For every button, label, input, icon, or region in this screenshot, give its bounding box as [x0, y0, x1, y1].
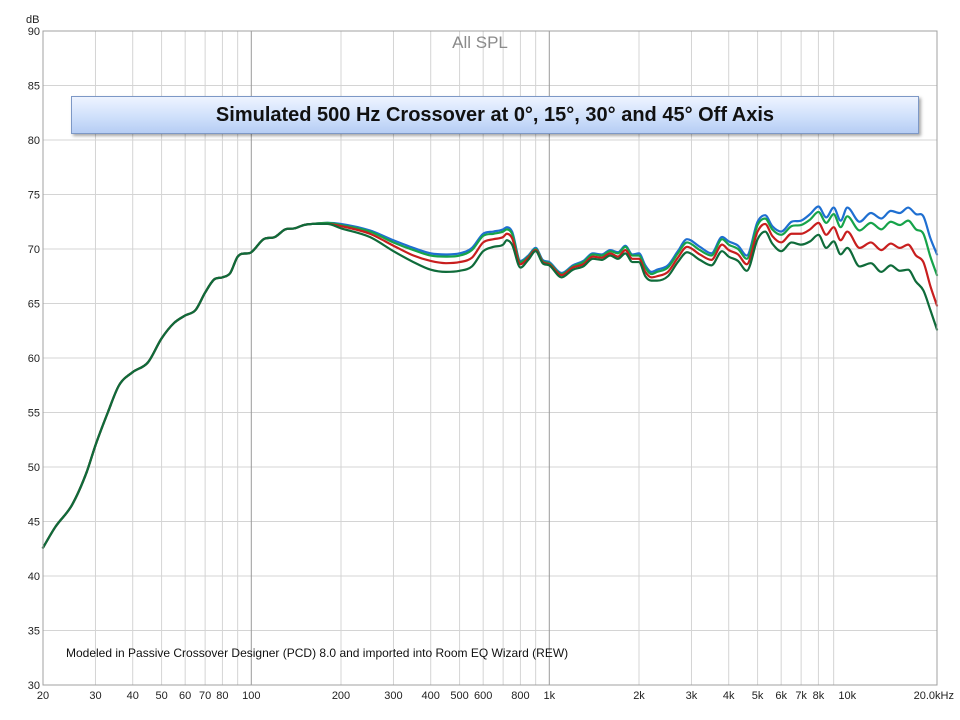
y-tick-label: 45 — [28, 517, 40, 529]
x-tick-label: 300 — [384, 690, 402, 702]
chart-annotation: Modeled in Passive Crossover Designer (P… — [66, 646, 569, 660]
x-tick-label: 600 — [474, 690, 492, 702]
y-axis-ticks: 90 85 80 75 70 65 60 55 50 45 40 35 30 — [28, 26, 40, 692]
x-tick-label: 7k — [795, 690, 807, 702]
y-tick-label: 80 — [28, 135, 40, 147]
series-line-3 — [41, 222, 939, 549]
x-tick-label: 20.0kHz — [914, 690, 954, 702]
y-tick-label: 55 — [28, 408, 40, 420]
x-tick-label: 60 — [179, 690, 191, 702]
x-tick-label: 6k — [775, 690, 787, 702]
x-tick-label: 30 — [89, 690, 101, 702]
chart-title: All SPL — [452, 33, 508, 52]
y-tick-label: 50 — [28, 462, 40, 474]
y-tick-label: 60 — [28, 353, 40, 365]
y-axis-label: dB — [26, 14, 39, 26]
x-tick-label: 70 — [199, 690, 211, 702]
banner-text: Simulated 500 Hz Crossover at 0°, 15°, 3… — [215, 103, 775, 126]
x-tick-label: 40 — [127, 690, 139, 702]
y-tick-label: 70 — [28, 244, 40, 256]
x-tick-label: 80 — [216, 690, 228, 702]
y-tick-label: 35 — [28, 626, 40, 638]
x-tick-label: 5k — [752, 690, 764, 702]
x-tick-label: 100 — [242, 690, 260, 702]
x-tick-label: 10k — [838, 690, 856, 702]
x-axis-ticks: 20 30 40 50 60 70 80 100 200 300 400 500 600 800 1k 2k 3… — [37, 690, 954, 702]
y-tick-label: 65 — [28, 299, 40, 311]
x-tick-label: 3k — [686, 690, 698, 702]
x-tick-label: 8k — [813, 690, 825, 702]
y-tick-label: 75 — [28, 190, 40, 202]
x-tick-label: 1k — [543, 690, 555, 702]
y-tick-label: 85 — [28, 81, 40, 93]
series-group — [41, 205, 939, 549]
x-tick-label: 4k — [723, 690, 735, 702]
x-tick-label: 20 — [37, 690, 49, 702]
chart-banner: Simulated 500 Hz Crossover at 0°, 15°, 3… — [71, 96, 919, 134]
y-tick-label: 90 — [28, 26, 40, 38]
x-tick-label: 800 — [511, 690, 529, 702]
grid — [42, 30, 938, 686]
y-tick-label: 30 — [28, 680, 40, 692]
x-tick-label: 2k — [633, 690, 645, 702]
x-tick-label: 200 — [332, 690, 350, 702]
x-tick-label: 500 — [450, 690, 468, 702]
y-tick-label: 40 — [28, 571, 40, 583]
x-tick-label: 50 — [155, 690, 167, 702]
x-tick-label: 400 — [422, 690, 440, 702]
plot-frame — [42, 30, 938, 686]
